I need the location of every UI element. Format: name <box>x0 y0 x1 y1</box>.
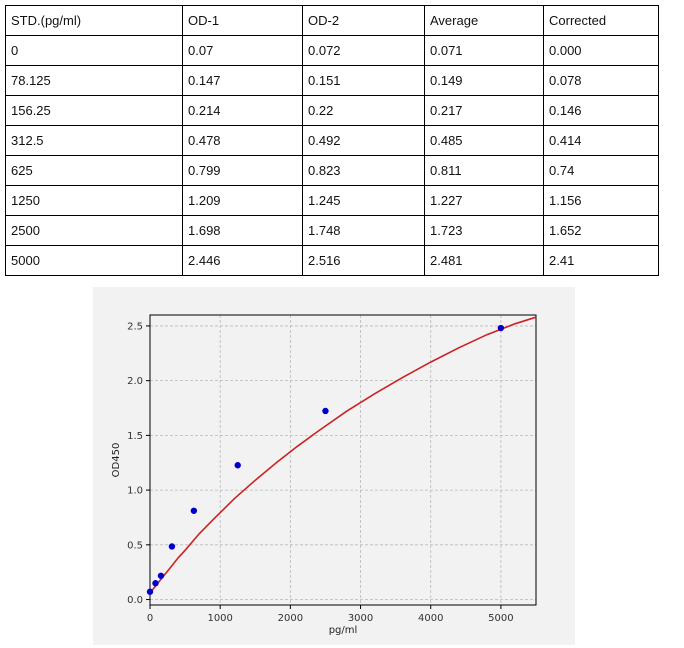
x-tick-label: 5000 <box>488 613 513 624</box>
fit-curve <box>149 316 537 594</box>
cell-average: 2.481 <box>424 245 544 276</box>
header-corrected: Corrected <box>543 5 659 36</box>
cell-std: 0 <box>5 35 183 66</box>
x-tick-label: 0 <box>147 613 153 624</box>
table-row: 5000 2.446 2.516 2.481 2.41 <box>5 245 659 276</box>
chart-panel: 0 1000 2000 3000 4000 5000 0.0 0.5 1.0 1.5 2.0 2.5 … <box>93 287 575 645</box>
standard-curve-chart: 0 1000 2000 3000 4000 50000.00.51.01.52.02.5 … <box>111 314 537 636</box>
cell-od2: 0.823 <box>302 155 425 186</box>
table-row: 1250 1.209 1.245 1.227 1.156 <box>5 185 659 216</box>
cell-od2: 0.492 <box>302 125 425 156</box>
x-tick-label: 4000 <box>418 613 443 624</box>
y-tick-label: 0.5 <box>127 540 143 551</box>
cell-corrected: 1.652 <box>543 215 659 246</box>
table-row: 156.25 0.214 0.22 0.217 0.146 <box>5 95 659 126</box>
cell-od1: 0.799 <box>182 155 303 186</box>
cell-std: 5000 <box>5 245 183 276</box>
cell-std: 625 <box>5 155 183 186</box>
x-axis-label: pg/ml <box>329 625 358 636</box>
cell-od2: 0.072 <box>302 35 425 66</box>
table-row: 312.5 0.478 0.492 0.485 0.414 <box>5 125 659 156</box>
cell-od2: 0.22 <box>302 95 425 126</box>
standard-curve-table: STD.(pg/ml) OD-1 OD-2 Average Corrected … <box>5 5 659 276</box>
y-tick-label: 2.5 <box>127 321 143 332</box>
x-tick-label: 3000 <box>348 613 373 624</box>
cell-corrected: 0.414 <box>543 125 659 156</box>
cell-std: 78.125 <box>5 65 183 96</box>
cell-od2: 0.151 <box>302 65 425 96</box>
cell-average: 1.723 <box>424 215 544 246</box>
cell-corrected: 0.74 <box>543 155 659 186</box>
cell-std: 1250 <box>5 185 183 216</box>
cell-od1: 0.147 <box>182 65 303 96</box>
header-od1: OD-1 <box>182 5 303 36</box>
header-od2: OD-2 <box>302 5 425 36</box>
data-point <box>322 407 329 415</box>
cell-corrected: 0.146 <box>543 95 659 126</box>
series <box>146 316 537 595</box>
cell-std: 2500 <box>5 215 183 246</box>
data-point <box>190 507 198 514</box>
y-tick-label: 2.0 <box>127 376 143 387</box>
data-point <box>168 543 176 550</box>
cell-std: 156.25 <box>5 95 183 126</box>
header-average: Average <box>424 5 544 36</box>
cell-corrected: 0.078 <box>543 65 659 96</box>
cell-average: 0.071 <box>424 35 544 66</box>
data-point <box>157 572 165 579</box>
cell-average: 1.227 <box>424 185 544 216</box>
cell-average: 0.811 <box>424 155 544 186</box>
grid <box>149 315 536 605</box>
cell-od1: 1.209 <box>182 185 303 216</box>
table-row: 625 0.799 0.823 0.811 0.74 <box>5 155 659 186</box>
header-std: STD.(pg/ml) <box>5 5 183 36</box>
y-tick-label: 1.5 <box>127 431 143 442</box>
cell-corrected: 1.156 <box>543 185 659 216</box>
data-point <box>234 462 241 469</box>
table-header-row: STD.(pg/ml) OD-1 OD-2 Average Corrected <box>5 5 659 36</box>
data-point <box>152 580 159 587</box>
cell-average: 0.485 <box>424 125 544 156</box>
cell-corrected: 0.000 <box>543 35 659 66</box>
cell-od1: 0.07 <box>182 35 303 66</box>
x-tick-label: 2000 <box>278 613 303 624</box>
cell-od1: 0.214 <box>182 95 303 126</box>
cell-od2: 1.748 <box>302 215 425 246</box>
axis-ticks: 0 1000 2000 3000 4000 5000 0.0 0.5 1.0 1.5 2.0 2.5 <box>127 321 514 624</box>
y-tick-label: 0.0 <box>127 595 143 606</box>
table-row: 2500 1.698 1.748 1.723 1.652 <box>5 215 659 246</box>
table-row: 0 0.07 0.072 0.071 0.000 <box>5 35 659 66</box>
cell-average: 0.217 <box>424 95 544 126</box>
cell-corrected: 2.41 <box>543 245 659 276</box>
cell-od2: 2.516 <box>302 245 425 276</box>
cell-od1: 1.698 <box>182 215 303 246</box>
x-tick-label: 1000 <box>207 613 232 624</box>
cell-average: 0.149 <box>424 65 544 96</box>
y-axis-label: OD450 <box>111 443 122 478</box>
cell-od1: 2.446 <box>182 245 303 276</box>
y-tick-label: 1.0 <box>127 486 143 497</box>
plot-frame <box>149 314 537 606</box>
data-point <box>497 324 505 332</box>
cell-od1: 0.478 <box>182 125 303 156</box>
data-point <box>146 588 154 595</box>
table-row: 78.125 0.147 0.151 0.149 0.078 <box>5 65 659 96</box>
cell-od2: 1.245 <box>302 185 425 216</box>
cell-std: 312.5 <box>5 125 183 156</box>
